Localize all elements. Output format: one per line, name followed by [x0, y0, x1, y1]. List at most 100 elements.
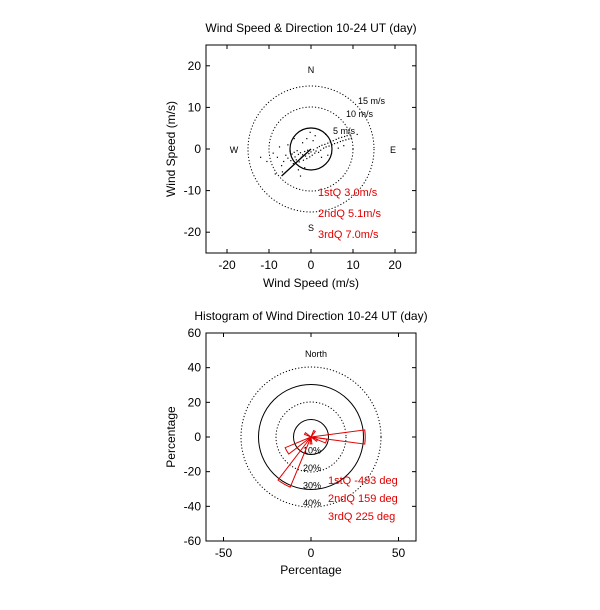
scatter-point — [325, 133, 327, 136]
scatter-point — [296, 150, 298, 152]
scatter-point — [276, 156, 278, 158]
y-tick-label-speed: 10 — [188, 100, 202, 114]
x-axis-label-speed: Wind Speed (m/s) — [263, 276, 359, 290]
histogram-sector — [310, 436, 328, 444]
scatter-point — [350, 137, 352, 139]
scatter-point — [311, 154, 313, 156]
x-tick-label-direction: 50 — [392, 546, 406, 560]
scatter-point — [333, 142, 336, 145]
y-tick-label-direction: -20 — [184, 465, 202, 479]
scatter-point — [323, 147, 325, 149]
scatter-point — [309, 156, 311, 158]
scatter-point — [307, 149, 309, 151]
scatter-point — [316, 147, 318, 149]
histogram-sector — [277, 436, 312, 488]
scatter-point — [320, 156, 323, 158]
x-tick-label-direction: 0 — [308, 546, 315, 560]
scatter-point — [302, 154, 304, 156]
y-tick-label-speed: -20 — [184, 225, 202, 239]
scatter-point — [290, 160, 292, 162]
scatter-point — [302, 159, 305, 161]
scatter-point — [344, 135, 346, 138]
scatter-point — [291, 153, 293, 155]
y-tick-label-direction: 60 — [188, 326, 202, 340]
histogram-sector — [309, 436, 313, 445]
scatter-point — [266, 160, 268, 163]
scatter-point — [281, 171, 284, 173]
scatter-point — [272, 152, 274, 154]
ring-label-speed: 15 m/s — [358, 96, 386, 106]
scatter-point — [295, 159, 297, 161]
scatter-point — [346, 135, 348, 137]
scatter-point — [335, 138, 337, 141]
compass-w-label: W — [230, 145, 239, 155]
scatter-point — [345, 139, 347, 141]
scatter-point — [329, 141, 331, 143]
ring-label-speed: 10 m/s — [346, 109, 374, 119]
scatter-point — [304, 150, 306, 153]
scatter-point — [299, 152, 302, 154]
scatter-point — [314, 152, 316, 154]
scatter-point — [339, 140, 341, 143]
histogram-sector — [310, 436, 319, 442]
y-tick-label-speed: -10 — [184, 184, 202, 198]
scatter-point — [287, 144, 289, 146]
scatter-point — [293, 151, 295, 153]
compass-s-label: S — [308, 223, 314, 233]
y-tick-label-direction: -40 — [184, 499, 202, 513]
scatter-point — [297, 153, 299, 156]
quartile-label-direction: 1stQ -493 deg — [328, 475, 398, 487]
scatter-point — [327, 154, 329, 156]
x-axis-label-direction: Percentage — [280, 563, 342, 577]
scatter-point — [320, 149, 322, 151]
scatter-point — [325, 146, 327, 148]
scatter-point — [306, 138, 308, 140]
scatter-point — [312, 149, 315, 151]
ring-direction — [293, 419, 329, 455]
scatter-point — [349, 134, 351, 136]
scatter-point — [297, 169, 299, 171]
chart-title-direction: Histogram of Wind Direction 10-24 UT (da… — [194, 309, 427, 323]
scatter-point — [274, 173, 276, 175]
x-tick-label-direction: -50 — [215, 546, 233, 560]
histogram-sector — [310, 429, 366, 445]
scatter-point — [287, 157, 289, 159]
ring-direction — [275, 401, 347, 473]
ring-speed — [289, 127, 333, 171]
scatter-point — [341, 136, 343, 138]
scatter-point — [292, 162, 294, 165]
scatter-point — [285, 154, 287, 156]
ring-label-direction: 20% — [303, 463, 321, 473]
x-tick-label-speed: 0 — [308, 258, 315, 272]
compass-n-label: N — [308, 65, 315, 75]
quartile-label-direction: 3rdQ 225 deg — [328, 511, 395, 523]
scatter-point — [308, 152, 310, 155]
y-tick-label-speed: 20 — [188, 59, 202, 73]
ring-label-direction: 40% — [303, 498, 321, 508]
scatter-point — [337, 147, 339, 149]
x-tick-label-speed: -10 — [260, 258, 278, 272]
north-label: North — [305, 349, 327, 359]
x-tick-label-speed: 20 — [388, 258, 402, 272]
ring-direction — [258, 384, 364, 490]
y-axis-label-direction: Percentage — [164, 406, 178, 468]
scatter-point — [318, 145, 320, 148]
scatter-point — [332, 140, 334, 142]
scatter-point — [314, 135, 316, 137]
scatter-point — [348, 138, 350, 140]
x-tick-label-speed: 10 — [346, 258, 360, 272]
y-tick-label-direction: 40 — [188, 361, 202, 375]
compass-e-label: E — [390, 145, 396, 155]
scatter-point — [342, 140, 344, 142]
ring-label-speed: 5 m/s — [333, 126, 356, 136]
quartile-label-speed: 1stQ 3.0m/s — [318, 187, 378, 199]
scatter-point — [315, 150, 317, 152]
scatter-point — [302, 142, 304, 144]
scatter-point — [298, 161, 300, 163]
histogram-sector — [303, 432, 312, 438]
scatter-point — [309, 131, 311, 133]
ring-label-direction: 30% — [303, 481, 321, 491]
y-tick-label-speed: 0 — [194, 142, 201, 156]
scatter-point — [338, 137, 340, 139]
scatter-point — [310, 151, 312, 153]
